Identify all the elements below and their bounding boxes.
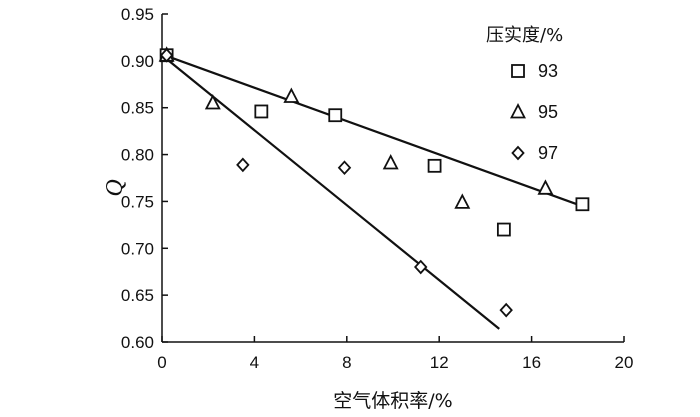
legend-label-97: 97 — [538, 143, 558, 163]
point-square-93 — [575, 197, 590, 212]
legend-label-93: 93 — [538, 61, 558, 81]
point-triangle-95 — [382, 154, 399, 170]
point-square-93 — [427, 158, 442, 173]
y-tick-label: 0.60 — [121, 333, 154, 352]
point-diamond-97 — [413, 259, 428, 275]
legend-marker-97 — [511, 145, 525, 161]
x-tick-label: 0 — [157, 353, 166, 372]
y-tick-label: 0.70 — [121, 239, 154, 258]
point-diamond-97 — [499, 302, 513, 318]
y-tick-label: 0.85 — [121, 99, 154, 118]
data-points — [158, 46, 590, 318]
x-tick-label: 16 — [522, 353, 541, 372]
x-axis-title: 空气体积率/% — [333, 390, 452, 412]
point-diamond-97 — [337, 160, 352, 176]
fit-line — [161, 53, 586, 209]
legend: 压实度/% 93 95 97 — [486, 25, 563, 163]
fit-lines — [161, 53, 586, 330]
point-diamond-97 — [236, 157, 250, 173]
point-triangle-95 — [204, 94, 221, 110]
x-tick-label: 20 — [615, 353, 634, 372]
legend-title: 压实度/% — [486, 25, 563, 46]
legend-label-95: 95 — [538, 102, 558, 122]
point-triangle-95 — [283, 87, 300, 103]
y-tick-label: 0.75 — [121, 192, 154, 211]
point-square-93 — [254, 104, 269, 119]
point-diamond-97 — [159, 47, 174, 63]
y-tick-label: 0.90 — [121, 52, 154, 71]
axes: 0.60 0.65 0.70 0.75 0.80 0.85 0.90 0.95 0 4 8 12 16 2… — [121, 5, 634, 372]
point-triangle-95 — [537, 179, 554, 195]
point-square-93 — [328, 108, 343, 123]
point-square-93 — [496, 222, 511, 237]
x-tick-label: 8 — [342, 353, 351, 372]
x-tick-label: 12 — [430, 353, 449, 372]
legend-marker-93 — [511, 64, 525, 78]
point-triangle-95 — [454, 193, 471, 209]
y-tick-label: 0.95 — [121, 5, 154, 24]
y-tick-label: 0.65 — [121, 286, 154, 305]
fit-line — [161, 54, 500, 330]
legend-marker-95 — [510, 103, 526, 119]
x-tick-label: 4 — [250, 353, 259, 372]
y-tick-label: 0.80 — [121, 146, 154, 165]
y-axis-title: Q — [102, 179, 128, 196]
